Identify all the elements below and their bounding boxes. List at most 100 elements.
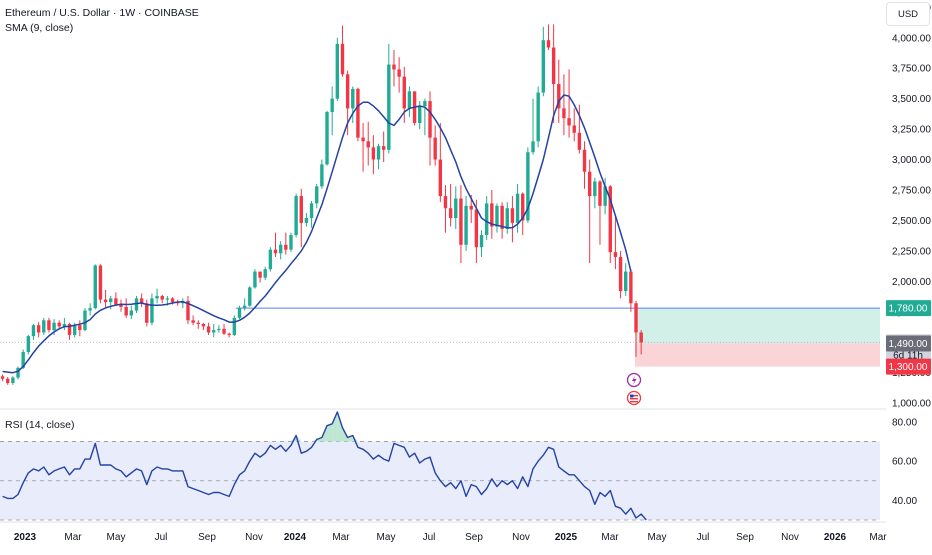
candle[interactable] bbox=[150, 293, 154, 326]
candle[interactable] bbox=[222, 323, 226, 335]
candle[interactable] bbox=[531, 98, 535, 155]
candle[interactable] bbox=[598, 180, 602, 245]
candle[interactable] bbox=[0, 374, 5, 382]
candle[interactable] bbox=[366, 121, 370, 166]
event-icons[interactable] bbox=[626, 372, 642, 406]
candle[interactable] bbox=[402, 66, 406, 124]
candle[interactable] bbox=[227, 332, 231, 338]
candle[interactable] bbox=[340, 25, 345, 77]
candle[interactable] bbox=[381, 131, 386, 162]
candle[interactable] bbox=[129, 305, 134, 320]
candle[interactable] bbox=[572, 108, 576, 142]
candle[interactable] bbox=[464, 196, 468, 251]
candle[interactable] bbox=[351, 86, 355, 124]
candle[interactable] bbox=[624, 263, 628, 296]
candle[interactable] bbox=[582, 141, 587, 189]
candle[interactable] bbox=[31, 323, 36, 340]
candle[interactable] bbox=[212, 323, 216, 338]
stop-zone[interactable] bbox=[635, 343, 880, 367]
target-zone[interactable] bbox=[635, 308, 880, 344]
candle[interactable] bbox=[88, 303, 92, 316]
candle[interactable] bbox=[634, 300, 638, 357]
symbol-legend[interactable]: Ethereum / U.S. Dollar · 1W · COINBASE bbox=[5, 7, 199, 19]
candle[interactable] bbox=[325, 110, 329, 166]
candle[interactable] bbox=[103, 289, 108, 309]
candle[interactable] bbox=[330, 86, 334, 136]
lightning-event-icon[interactable] bbox=[626, 372, 642, 388]
candle[interactable] bbox=[443, 185, 448, 233]
candle[interactable] bbox=[114, 292, 118, 306]
candle[interactable] bbox=[217, 325, 221, 333]
candle[interactable] bbox=[484, 196, 489, 240]
candle[interactable] bbox=[196, 320, 200, 329]
candle[interactable] bbox=[454, 186, 458, 229]
candle[interactable] bbox=[284, 232, 288, 255]
rsi-panel[interactable] bbox=[0, 411, 880, 521]
candle[interactable] bbox=[237, 305, 242, 320]
candle[interactable] bbox=[268, 247, 273, 272]
candle[interactable] bbox=[253, 269, 257, 289]
candle[interactable] bbox=[47, 317, 51, 333]
candle[interactable] bbox=[639, 330, 643, 355]
candle[interactable] bbox=[521, 192, 525, 236]
candle[interactable] bbox=[278, 241, 283, 260]
candle[interactable] bbox=[294, 193, 298, 238]
horizontal-level-lines[interactable] bbox=[0, 307, 880, 343]
candle[interactable] bbox=[134, 295, 139, 314]
candle[interactable] bbox=[577, 104, 582, 154]
candle[interactable] bbox=[258, 271, 262, 283]
currency-button[interactable]: USD bbox=[886, 2, 930, 26]
candle[interactable] bbox=[93, 264, 97, 310]
candle[interactable] bbox=[356, 87, 360, 142]
candle[interactable] bbox=[479, 230, 484, 257]
candle[interactable] bbox=[16, 366, 20, 380]
candle[interactable] bbox=[320, 159, 324, 189]
candle[interactable] bbox=[541, 26, 546, 97]
candle[interactable] bbox=[433, 125, 437, 166]
candle[interactable] bbox=[119, 299, 123, 312]
candle[interactable] bbox=[83, 308, 87, 332]
candle[interactable] bbox=[62, 317, 67, 331]
candle[interactable] bbox=[387, 43, 391, 154]
candle[interactable] bbox=[474, 199, 479, 264]
position-tool-zones[interactable] bbox=[635, 308, 880, 367]
candle[interactable] bbox=[567, 69, 571, 138]
candle[interactable] bbox=[206, 322, 211, 335]
candle[interactable] bbox=[397, 57, 401, 93]
candle[interactable] bbox=[587, 159, 592, 264]
candlestick-series[interactable] bbox=[0, 24, 643, 385]
candle[interactable] bbox=[315, 183, 319, 209]
candle[interactable] bbox=[428, 91, 432, 166]
candle[interactable] bbox=[42, 317, 46, 335]
candle[interactable] bbox=[423, 98, 427, 136]
candle[interactable] bbox=[273, 232, 278, 257]
candle[interactable] bbox=[299, 188, 303, 248]
candle[interactable] bbox=[505, 202, 509, 234]
candle[interactable] bbox=[124, 298, 128, 318]
candle[interactable] bbox=[500, 202, 504, 239]
us-flag-event-icon[interactable] bbox=[626, 390, 642, 406]
candle[interactable] bbox=[459, 185, 463, 264]
candle[interactable] bbox=[36, 322, 41, 338]
time-axis[interactable]: 2023 Mar May Jul Sep Nov 2024 Mar May Jul Sep Nov 20… bbox=[14, 532, 887, 543]
candle[interactable] bbox=[603, 177, 607, 215]
candle[interactable] bbox=[155, 288, 159, 304]
candle[interactable] bbox=[376, 143, 381, 170]
candle[interactable] bbox=[551, 24, 556, 124]
candle[interactable] bbox=[546, 24, 551, 50]
candle[interactable] bbox=[557, 59, 561, 124]
candle[interactable] bbox=[242, 298, 247, 311]
candle[interactable] bbox=[78, 320, 82, 337]
candle[interactable] bbox=[309, 200, 314, 228]
candle[interactable] bbox=[562, 74, 566, 136]
candle[interactable] bbox=[392, 49, 396, 87]
candle[interactable] bbox=[186, 295, 190, 324]
candle[interactable] bbox=[263, 266, 267, 281]
candle[interactable] bbox=[371, 135, 376, 175]
candle[interactable] bbox=[526, 147, 530, 223]
candle[interactable] bbox=[139, 293, 144, 307]
candle[interactable] bbox=[490, 189, 494, 239]
candle[interactable] bbox=[26, 334, 31, 355]
